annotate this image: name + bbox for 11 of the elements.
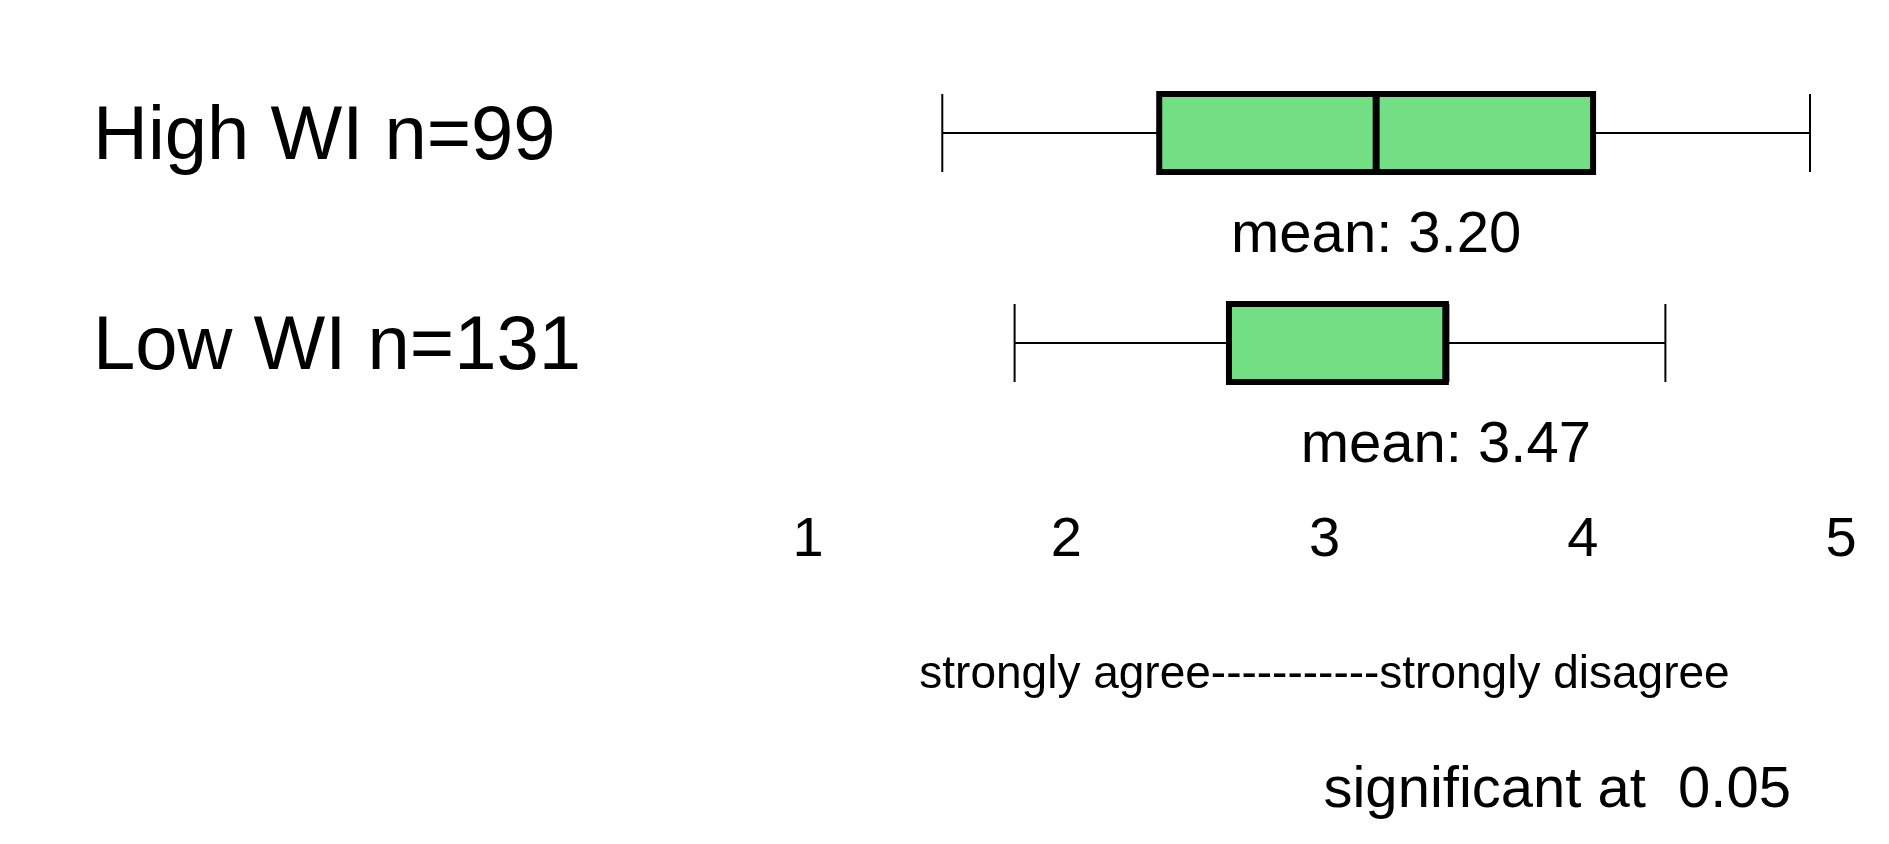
x-tick-label: 2: [1050, 504, 1082, 568]
x-tick-label: 1: [792, 504, 824, 568]
annotation: mean: 3.47: [1300, 409, 1591, 474]
x-tick-label: 5: [1825, 504, 1857, 568]
text: significant at 0.05: [1323, 753, 1791, 820]
y-tick-label: Low WI n=131: [93, 300, 581, 385]
y-tick-label: High WI n=99: [93, 90, 556, 175]
x-tick-label: 4: [1567, 504, 1599, 568]
annotation: mean: 3.20: [1231, 199, 1522, 264]
x-axis-title: strongly agree-----------strongly disagree: [919, 646, 1730, 698]
x-tick-label: 3: [1308, 504, 1341, 568]
